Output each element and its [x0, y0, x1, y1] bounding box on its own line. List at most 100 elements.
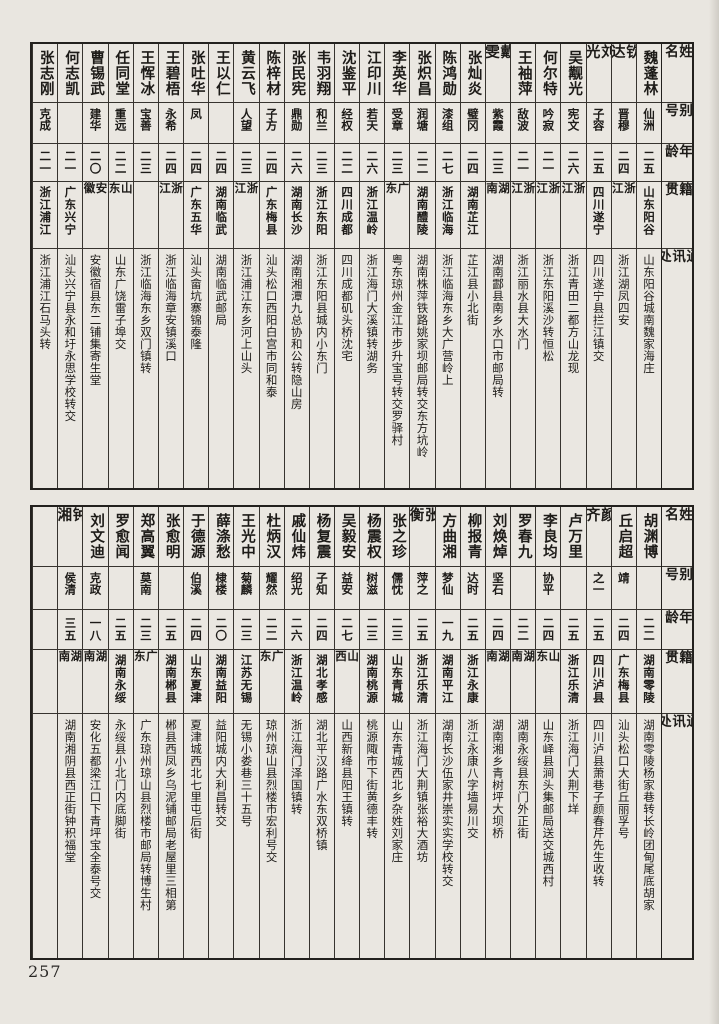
- entry-name: 钟湘: [58, 507, 83, 567]
- entry-alias: 漆组: [435, 103, 460, 144]
- entry-alias: 重远: [108, 103, 133, 144]
- entry-address: [33, 714, 57, 958]
- entry-column: 张炽昌 润塘 二二 湖南醴陵 湖南株萍铁路姚家坝邮局转交东方坑岭: [409, 44, 435, 488]
- entry-native-place: 四川遂宁: [586, 182, 611, 249]
- entry-address: 汕头畲坑寨锦泰隆: [189, 254, 204, 350]
- entry-native-place: 浙江乐清: [561, 650, 586, 714]
- entry-age: 二五: [410, 610, 435, 650]
- entry-address: 湖南长沙伍家井崇实实学校转交: [440, 719, 455, 887]
- entry-native-place: 浙江: [234, 182, 259, 249]
- entry-alias: 璧冈: [460, 103, 485, 144]
- entry-alias: 莫南: [133, 567, 158, 610]
- entry-address: 汕头兴宁县永和圩永思学校转交: [63, 254, 78, 422]
- entry-name: [33, 507, 58, 567]
- entry-native-place: 广东: [259, 650, 284, 714]
- entry-alias: 坚石: [485, 567, 511, 610]
- entry-native-place: 浙江: [511, 182, 536, 249]
- entry-name: 钦达: [611, 44, 636, 103]
- entry-native-place: 湖南: [485, 182, 511, 249]
- entry-address: 安徽宿县东二铺集寄生堂: [88, 254, 103, 386]
- entry-age: 二五: [561, 610, 586, 650]
- entry-name: 丘启超: [611, 507, 636, 567]
- entry-native-place: 广东: [133, 650, 158, 714]
- entry-native-place: 广东梅县: [611, 650, 636, 714]
- entry-age: 二三: [234, 144, 259, 182]
- header-native: 籍贯: [662, 650, 692, 714]
- entry-name: 刘文迪: [83, 507, 108, 567]
- entry-name: 曹锡武: [83, 44, 108, 103]
- entry-column: 杜炳汉 耀然 二二广东琼州琼山县烈楼市宏利号交: [258, 507, 284, 958]
- header-alias: 别号: [662, 567, 692, 610]
- entry-column: 郑高翼 莫南 二三广东广东琼州琼山县烈楼市邮局转博生村: [132, 507, 158, 958]
- entry-native-place: 浙江浦江: [33, 182, 58, 249]
- entry-age: 二五: [460, 610, 485, 650]
- entry-name: 颜齐: [586, 507, 611, 567]
- entry-column: 任同堂 重远 二二山东山东广饶雷子埠交: [107, 44, 133, 488]
- entry-column: 陈鸿勋 漆组 二七 浙江临海 浙江临海东乡大广营岭上: [434, 44, 460, 488]
- entry-address: 汕头松口西阳白宫市同和泰: [264, 254, 279, 398]
- entry-age: 二二: [511, 610, 536, 650]
- entry-native-place: [133, 182, 158, 249]
- entry-column: 张之珍 儒忱 二三 山东青城 山东青城西北乡杂姓刘家庄: [384, 507, 410, 958]
- entry-alias: 子知: [309, 567, 334, 610]
- entry-address: 益阳城内大利昌转交: [214, 719, 229, 827]
- entry-column: 李良均 协平 二四山东山东峄县涧头集邮局送交城西村: [535, 507, 561, 958]
- entry-address: 山东峄县涧头集邮局送交城西村: [541, 719, 556, 887]
- header-native: 籍贯: [662, 182, 692, 249]
- entry-native-place: 山东阳谷: [636, 182, 661, 249]
- header-address: 通讯处: [662, 714, 692, 728]
- entry-native-place: 浙江永康: [460, 650, 485, 714]
- entry-address: 浙江临海东乡双门镇转: [138, 254, 153, 374]
- entry-age: 二四: [309, 610, 334, 650]
- entry-address: 湖南零陵杨家巷转长岭团甸尾底胡家: [641, 719, 656, 911]
- entry-native-place: 安徽: [83, 182, 108, 249]
- entry-address: 浙江湖凤四安: [616, 254, 631, 326]
- entry-column: 张衡萍之 二五 浙江乐清 浙江海门大荆镇张裕大酒坊: [409, 507, 435, 958]
- entry-address: 湖南湘阴县西正街钟积福堂: [63, 719, 78, 863]
- entry-name: 胡渊博: [636, 507, 661, 567]
- entry-name: 王碧梧: [158, 44, 184, 103]
- entry-alias: [636, 567, 661, 610]
- entry-age: 二三: [385, 610, 410, 650]
- entry-address: 永绥县小北门内底脚街: [113, 719, 128, 839]
- entry-age: 二四: [184, 610, 209, 650]
- entry-alias: 梦仙: [435, 567, 460, 610]
- entry-name: 罗春九: [511, 507, 536, 567]
- entry-column: [32, 507, 58, 958]
- entry-address: 夏津城西北七里屯后街: [189, 719, 204, 839]
- entry-age: 二一: [536, 144, 561, 182]
- entry-name: 王光中: [234, 507, 259, 567]
- entry-age: 二七: [435, 144, 460, 182]
- entry-address: 浙江海门大荆镇张裕大酒坊: [415, 719, 430, 863]
- entry-native-place: 浙江: [611, 182, 636, 249]
- entry-address: 浙江青田二都方山龙现: [566, 254, 581, 374]
- header-alias: 别号: [662, 103, 692, 144]
- entry-name: 王以仁: [209, 44, 234, 103]
- entry-name: 张之珍: [385, 507, 410, 567]
- entry-age: 二二: [108, 144, 133, 182]
- entry-column: 卢万里 二五 浙江乐清 浙江海门大荆下垟: [560, 507, 586, 958]
- entry-address: 四川泸县萧巷子颜春芹先生收转: [591, 719, 606, 887]
- entry-alias: [33, 567, 58, 610]
- entry-age: 二三: [133, 144, 158, 182]
- entry-name: 卢万里: [561, 507, 586, 567]
- entry-age: 二二: [259, 610, 284, 650]
- entry-age: 二〇: [83, 144, 108, 182]
- entry-name: 任同堂: [108, 44, 133, 103]
- entry-name: 杨震权: [360, 507, 385, 567]
- entry-alias: 若天: [360, 103, 385, 144]
- entry-native-place: 广东: [385, 182, 410, 249]
- header-address: 通讯处: [662, 249, 692, 263]
- entry-name: 张灿炎: [460, 44, 485, 103]
- entry-name: 何志凯: [58, 44, 83, 103]
- entry-name: 张炽昌: [410, 44, 435, 103]
- entry-column: 张民宪 鼎勋 二六 湖南长沙 湖南湘潭九总协和公转隐山房: [283, 44, 309, 488]
- entry-alias: 鼎勋: [284, 103, 309, 144]
- entry-column: 何志凯 二一 广东兴宁 汕头兴宁县永和圩永思学校转交: [57, 44, 83, 488]
- entry-name: 杨复震: [309, 507, 334, 567]
- entry-name: 于德源: [184, 507, 209, 567]
- entry-column: 张灿炎 璧冈 二四 湖南芷江 芷江县小北街: [459, 44, 485, 488]
- entry-native-place: 湖南益阳: [209, 650, 234, 714]
- entry-alias: 永希: [158, 103, 184, 144]
- entry-address: 郴县西凤乡乌泥铺邮局老屋里三相第: [163, 719, 178, 911]
